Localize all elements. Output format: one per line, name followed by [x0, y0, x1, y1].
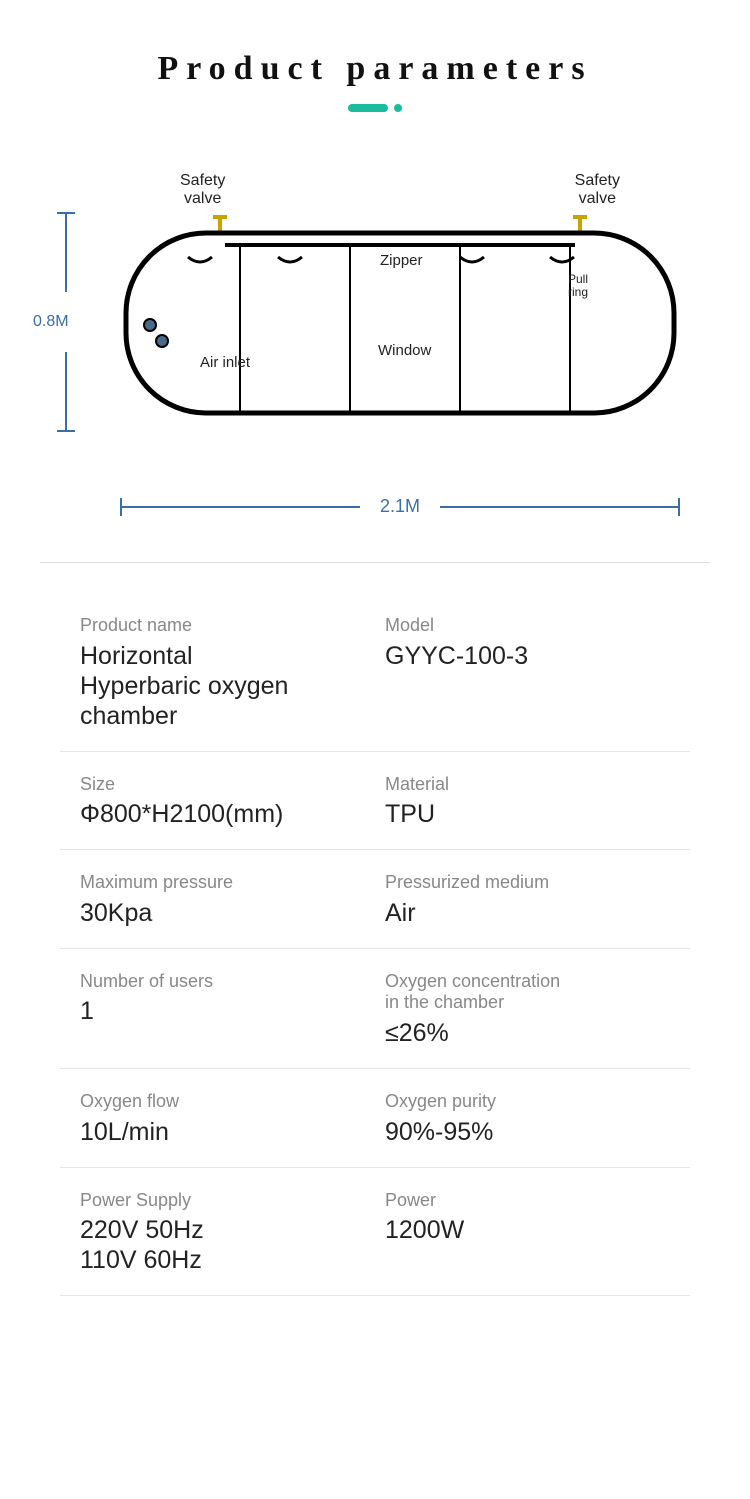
width-label: 2.1M	[380, 496, 420, 517]
safety-valve-right-label: Safetyvalve	[575, 172, 620, 207]
safety-valve-left-label: Safetyvalve	[180, 172, 225, 207]
spec-label: Product name	[80, 615, 365, 637]
spec-label: Oxygen flow	[80, 1091, 365, 1113]
spec-label: Size	[80, 774, 365, 796]
page-title: Product parameters	[0, 50, 750, 88]
spec-value: 30Kpa	[80, 898, 365, 928]
pull-ring-label: Pullring	[568, 273, 588, 299]
spec-label: Maximum pressure	[80, 872, 365, 894]
spec-cell: Number of users 1	[80, 971, 365, 1048]
height-label: 0.8M	[33, 313, 69, 331]
spec-value: Φ800*H2100(mm)	[80, 799, 365, 829]
spec-value: ≤26%	[385, 1018, 670, 1048]
spec-cell: Product name HorizontalHyperbaric oxygen …	[80, 615, 365, 731]
spec-cell: Pressurized medium Air	[385, 872, 670, 928]
section-divider	[40, 562, 710, 563]
spec-cell: Oxygen flow 10L/min	[80, 1091, 365, 1147]
spec-value: 1200W	[385, 1215, 670, 1245]
spec-cell: Size Φ800*H2100(mm)	[80, 774, 365, 830]
zipper-label: Zipper	[380, 253, 423, 270]
chamber-icon	[120, 215, 680, 425]
spec-label: Material	[385, 774, 670, 796]
spec-label: Oxygen purity	[385, 1091, 670, 1113]
spec-value: 1	[80, 996, 365, 1026]
spec-cell: Material TPU	[385, 774, 670, 830]
spec-row: Product name HorizontalHyperbaric oxygen …	[60, 593, 690, 752]
spec-cell: Power Supply 220V 50Hz110V 60Hz	[80, 1190, 365, 1276]
spec-cell: Maximum pressure 30Kpa	[80, 872, 365, 928]
spec-value: Air	[385, 898, 670, 928]
title-underline	[0, 104, 750, 112]
spec-label: Power Supply	[80, 1190, 365, 1212]
spec-label: Power	[385, 1190, 670, 1212]
spec-value: TPU	[385, 799, 670, 829]
window-label: Window	[378, 343, 431, 360]
spec-row: Size Φ800*H2100(mm) Material TPU	[60, 752, 690, 851]
spec-label: Oxygen concentrationin the chamber	[385, 971, 670, 1014]
spec-row: Maximum pressure 30Kpa Pressurized medium A…	[60, 850, 690, 949]
spec-value: 220V 50Hz110V 60Hz	[80, 1215, 365, 1275]
spec-value: GYYC-100-3	[385, 641, 670, 671]
spec-label: Model	[385, 615, 670, 637]
spec-value: 10L/min	[80, 1117, 365, 1147]
width-dimension: 2.1M	[120, 492, 680, 522]
spec-table: Product name HorizontalHyperbaric oxygen …	[60, 593, 690, 1296]
product-diagram: 0.8M Safetyvalve Safetyvalve	[35, 152, 715, 532]
spec-row: Oxygen flow 10L/min Oxygen purity 90%-95%	[60, 1069, 690, 1168]
spec-row: Power Supply 220V 50Hz110V 60Hz Power 1200W	[60, 1168, 690, 1297]
spec-value: HorizontalHyperbaric oxygen chamber	[80, 641, 365, 731]
height-dimension: 0.8M	[45, 212, 115, 432]
spec-row: Number of users 1 Oxygen concentrationin t…	[60, 949, 690, 1069]
spec-label: Pressurized medium	[385, 872, 670, 894]
spec-value: 90%-95%	[385, 1117, 670, 1147]
air-inlet-label: Air inlet	[200, 355, 250, 372]
spec-cell: Oxygen concentrationin the chamber ≤26%	[385, 971, 670, 1048]
spec-label: Number of users	[80, 971, 365, 993]
spec-cell: Power 1200W	[385, 1190, 670, 1276]
spec-cell: Model GYYC-100-3	[385, 615, 670, 731]
spec-cell: Oxygen purity 90%-95%	[385, 1091, 670, 1147]
